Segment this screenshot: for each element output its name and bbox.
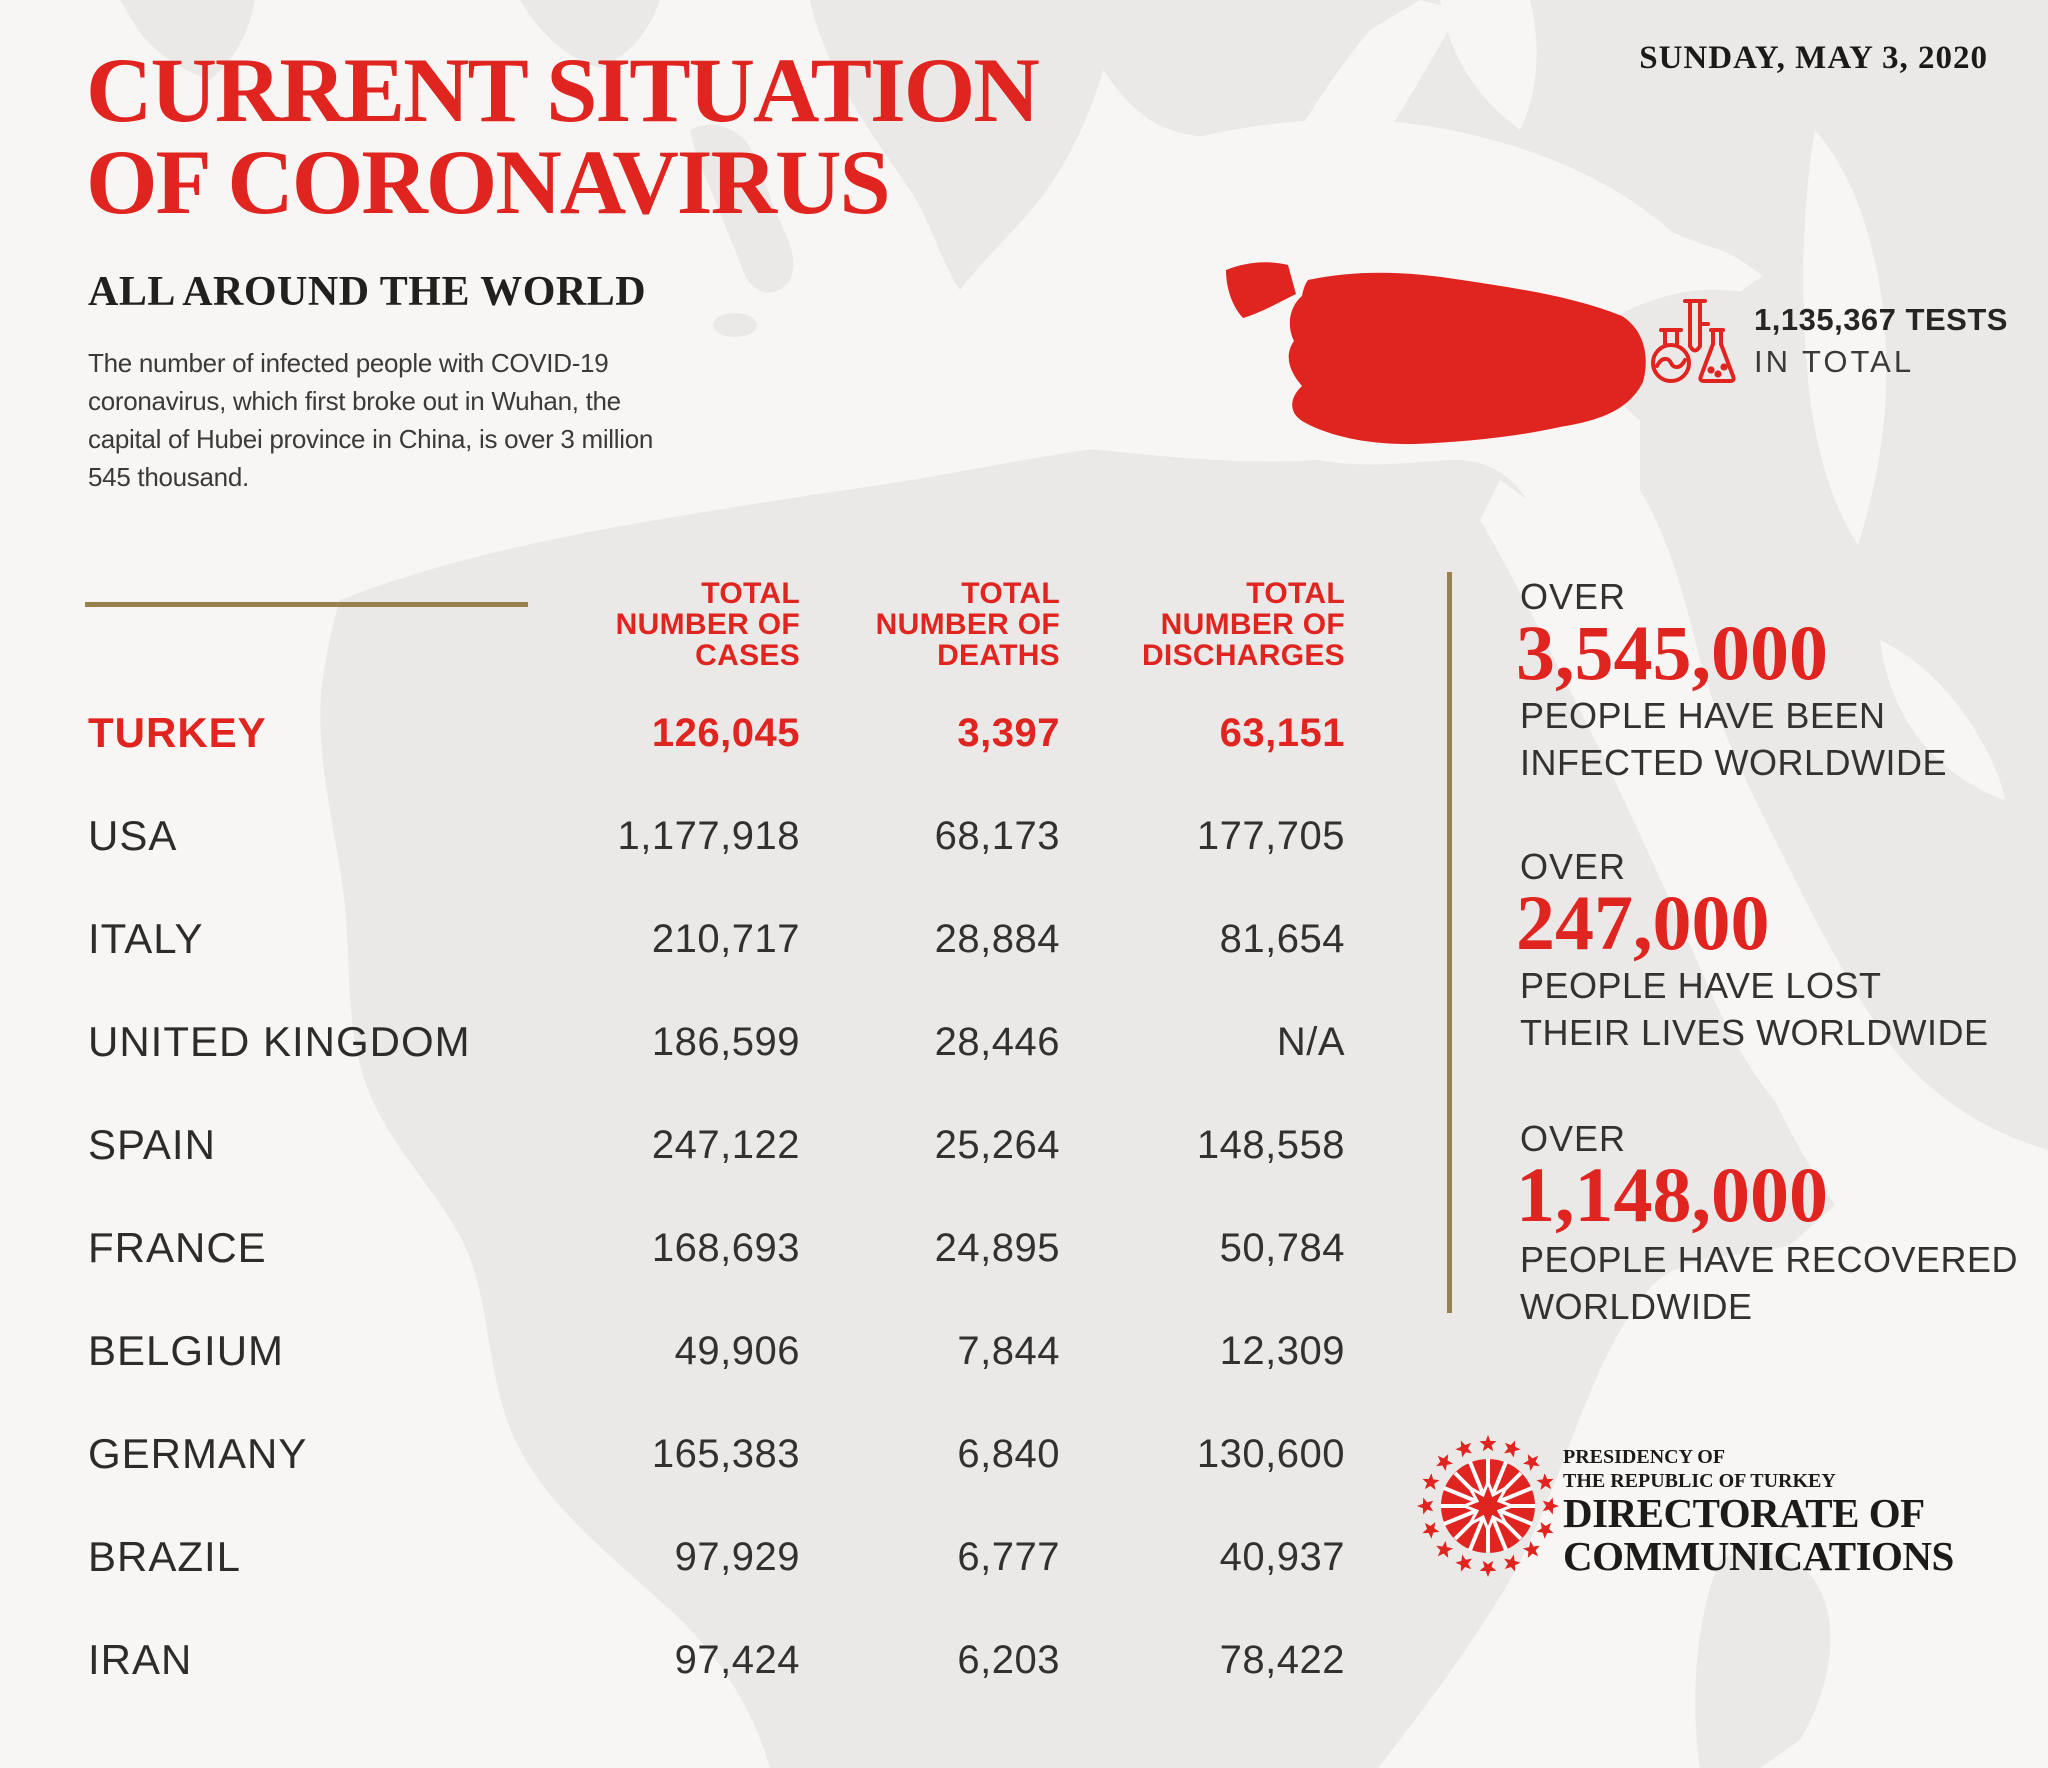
page-title-line1: CURRENT SITUATION bbox=[86, 39, 1040, 141]
country-label: BELGIUM bbox=[88, 1327, 285, 1374]
logo-republic-line: THE REPUBLIC OF TURKEY bbox=[1563, 1470, 1836, 1492]
table-row-iran: IRAN 97,424 6,203 78,422 bbox=[88, 1627, 1345, 1693]
country-label: USA bbox=[88, 812, 178, 859]
intro-paragraph: The number of infected people with COVID… bbox=[88, 348, 654, 492]
cases-value: 165,383 bbox=[651, 1431, 800, 1476]
stat-infected-over: OVER bbox=[1520, 576, 1627, 617]
table-row-france: FRANCE 168,693 24,895 50,784 bbox=[88, 1215, 1345, 1281]
column-header-cases: TOTAL NUMBER OF CASES bbox=[615, 577, 800, 672]
cases-value: 49,906 bbox=[674, 1328, 800, 1373]
deaths-value: 24,895 bbox=[934, 1225, 1060, 1270]
country-label: GERMANY bbox=[88, 1430, 308, 1477]
stat-infected-label: PEOPLE HAVE BEEN INFECTED WORLDWIDE bbox=[1520, 695, 1947, 783]
stat-recovered-label: PEOPLE HAVE RECOVERED WORLDWIDE bbox=[1520, 1239, 2018, 1327]
logo-presidency-line: PRESIDENCY OF bbox=[1563, 1446, 1726, 1468]
stat-recovered-over: OVER bbox=[1520, 1118, 1627, 1159]
presidency-seal-icon bbox=[1417, 1435, 1559, 1577]
table-row-belgium: BELGIUM 49,906 7,844 12,309 bbox=[88, 1318, 1345, 1384]
country-label: SPAIN bbox=[88, 1121, 216, 1168]
table-row-turkey: TURKEY 126,045 3,397 63,151 bbox=[88, 700, 1345, 766]
page-title-line2: OF CORONAVIRUS bbox=[86, 131, 891, 233]
tests-total-value: 1,135,367 TESTS bbox=[1754, 302, 2008, 337]
country-label: FRANCE bbox=[88, 1224, 267, 1271]
deaths-value: 6,203 bbox=[957, 1637, 1060, 1682]
cases-value: 97,424 bbox=[674, 1637, 800, 1682]
cases-value: 1,177,918 bbox=[617, 813, 800, 858]
deaths-value: 6,840 bbox=[957, 1431, 1060, 1476]
table-top-rule bbox=[85, 602, 528, 607]
stat-deaths-over: OVER bbox=[1520, 846, 1627, 887]
deaths-value: 6,777 bbox=[957, 1534, 1060, 1579]
table-row-usa: USA 1,177,918 68,173 177,705 bbox=[88, 803, 1345, 869]
deaths-value: 28,446 bbox=[934, 1019, 1060, 1064]
discharges-value: N/A bbox=[1276, 1019, 1345, 1064]
page-title: CURRENT SITUATION OF CORONAVIRUS bbox=[86, 39, 1040, 233]
cases-value: 186,599 bbox=[651, 1019, 800, 1064]
table-row-germany: GERMANY 165,383 6,840 130,600 bbox=[88, 1421, 1345, 1487]
table-row-united-kingdom: UNITED KINGDOM 186,599 28,446 N/A bbox=[88, 1009, 1345, 1075]
date-label: SUNDAY, MAY 3, 2020 bbox=[1639, 40, 1988, 76]
stats-divider-rule bbox=[1447, 572, 1452, 1313]
tests-total-label: IN TOTAL bbox=[1754, 344, 1915, 379]
country-label: UNITED KINGDOM bbox=[88, 1018, 471, 1065]
country-label: IRAN bbox=[88, 1636, 193, 1683]
cases-value: 210,717 bbox=[651, 916, 800, 961]
country-label: BRAZIL bbox=[88, 1533, 242, 1580]
logo-directorate-line: DIRECTORATE OF bbox=[1563, 1490, 1925, 1536]
discharges-value: 12,309 bbox=[1219, 1328, 1345, 1373]
deaths-value: 7,844 bbox=[957, 1328, 1060, 1373]
cases-value: 168,693 bbox=[651, 1225, 800, 1270]
logo-communications-line: COMMUNICATIONS bbox=[1563, 1533, 1954, 1579]
deaths-value: 68,173 bbox=[934, 813, 1060, 858]
table-row-italy: ITALY 210,717 28,884 81,654 bbox=[88, 906, 1345, 972]
discharges-value: 81,654 bbox=[1219, 916, 1345, 961]
lab-flasks-icon bbox=[1651, 299, 1736, 383]
discharges-value: 78,422 bbox=[1219, 1637, 1345, 1682]
deaths-value: 28,884 bbox=[934, 916, 1060, 961]
country-label: ITALY bbox=[88, 915, 204, 962]
cases-value: 247,122 bbox=[651, 1122, 800, 1167]
discharges-value: 50,784 bbox=[1219, 1225, 1345, 1270]
column-header-deaths: TOTAL NUMBER OF DEATHS bbox=[875, 577, 1060, 672]
column-header-discharges: TOTAL NUMBER OF DISCHARGES bbox=[1141, 577, 1345, 672]
deaths-value: 25,264 bbox=[934, 1122, 1060, 1167]
page-subtitle: ALL AROUND THE WORLD bbox=[88, 269, 647, 315]
stat-deaths-value: 247,000 bbox=[1516, 879, 1770, 966]
discharges-value: 177,705 bbox=[1196, 813, 1345, 858]
discharges-value: 148,558 bbox=[1196, 1122, 1345, 1167]
stat-infected-value: 3,545,000 bbox=[1516, 609, 1828, 696]
discharges-value: 63,151 bbox=[1219, 710, 1345, 755]
turkey-map-shape bbox=[1226, 262, 1646, 445]
discharges-value: 130,600 bbox=[1196, 1431, 1345, 1476]
map-seas bbox=[600, 0, 2005, 1150]
discharges-value: 40,937 bbox=[1219, 1534, 1345, 1579]
cases-value: 126,045 bbox=[651, 710, 800, 755]
table-row-spain: SPAIN 247,122 25,264 148,558 bbox=[88, 1112, 1345, 1178]
table-row-brazil: BRAZIL 97,929 6,777 40,937 bbox=[88, 1524, 1345, 1590]
deaths-value: 3,397 bbox=[957, 710, 1060, 755]
cases-value: 97,929 bbox=[674, 1534, 800, 1579]
stat-recovered-value: 1,148,000 bbox=[1516, 1151, 1828, 1238]
stat-deaths-label: PEOPLE HAVE LOST THEIR LIVES WORLDWIDE bbox=[1520, 965, 1989, 1053]
map-small-lands bbox=[120, 0, 1120, 337]
country-label: TURKEY bbox=[88, 709, 267, 756]
